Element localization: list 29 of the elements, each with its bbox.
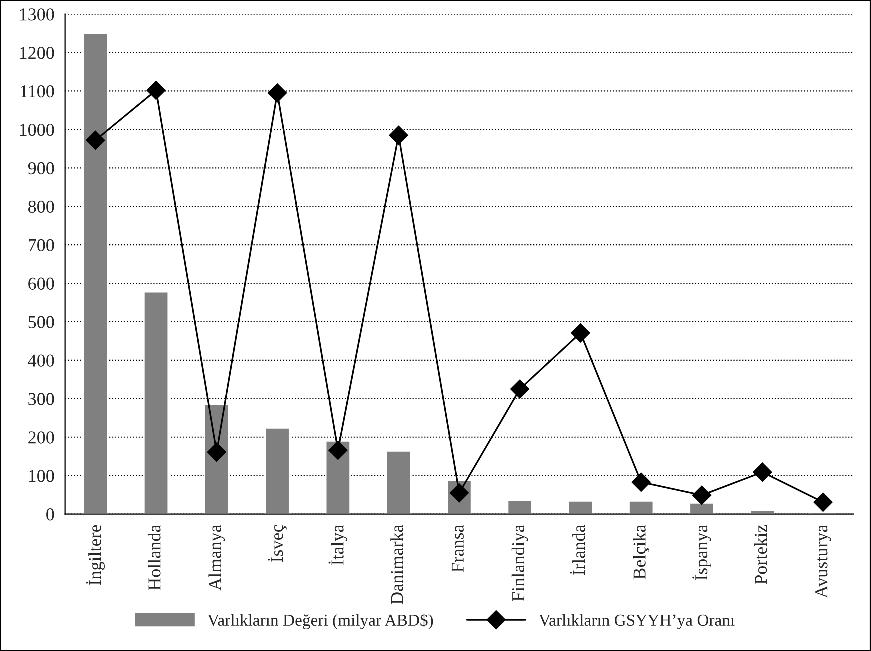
x-tick-label: Fransa (452, 524, 464, 572)
x-tick-label: İsveç (268, 525, 287, 562)
y-tick-label: 500 (28, 316, 54, 328)
y-tick-label: 300 (28, 393, 54, 406)
x-tick-label: İtalya (328, 524, 348, 566)
y-tick-label: 600 (28, 278, 54, 290)
y-tick-label: 900 (28, 162, 54, 175)
y-tick-label: 400 (28, 354, 54, 367)
x-tick-label: Finlandiya (512, 524, 528, 602)
legend-label: Varlıkların GSYYH’ya Oranı (539, 614, 735, 630)
y-tick-label: 200 (28, 432, 54, 444)
x-tick-label: Avusturya (816, 524, 832, 598)
legend-label: Varlıkların Değeri (milyar ABD$) (208, 614, 434, 630)
y-tick-label: 800 (28, 200, 54, 214)
y-tick-label: 1200 (20, 47, 54, 60)
x-tick-label: Hollanda (148, 524, 161, 590)
y-tick-label: 1100 (21, 86, 54, 98)
x-tick-label: Danimarka (390, 524, 404, 604)
y-tick-label: 1300 (20, 8, 54, 21)
x-tick-label: İspanya (692, 524, 712, 580)
x-tick-label: İrlanda (570, 524, 586, 576)
y-tick-label: 1000 (20, 124, 54, 136)
x-tick-label: İngiltere (86, 525, 106, 586)
x-tick-label: Portekiz (754, 525, 768, 584)
x-tick-label: Almanya (208, 524, 226, 591)
y-tick-label: 700 (29, 239, 54, 252)
y-tick-label: 0 (46, 508, 54, 521)
x-tick-label: Belçika (633, 524, 650, 580)
y-tick-label: 100 (29, 470, 54, 482)
